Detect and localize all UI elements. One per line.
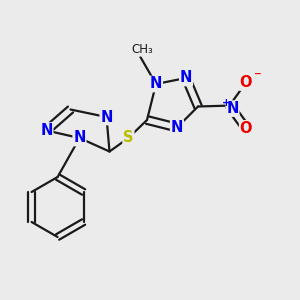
Text: +: + <box>222 98 231 108</box>
Text: N: N <box>100 110 113 124</box>
Text: S: S <box>123 130 134 146</box>
Text: N: N <box>180 70 192 86</box>
Text: N: N <box>150 76 162 92</box>
Text: O: O <box>240 75 252 90</box>
Text: ⁻: ⁻ <box>254 70 262 85</box>
Text: CH₃: CH₃ <box>131 43 153 56</box>
Text: N: N <box>73 130 86 146</box>
Text: O: O <box>240 121 252 136</box>
Text: N: N <box>40 123 53 138</box>
Text: N: N <box>171 120 183 135</box>
Text: N: N <box>226 101 239 116</box>
